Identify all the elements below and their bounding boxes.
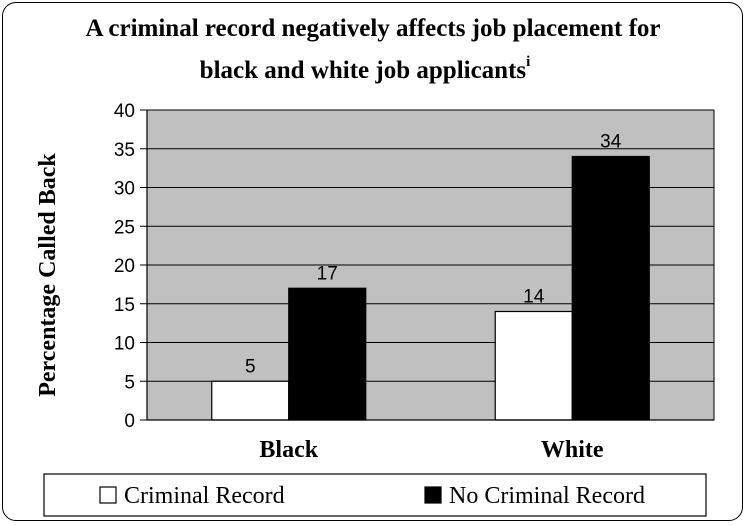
y-tick-label: 40 (114, 101, 135, 122)
y-tick-label: 10 (114, 334, 135, 355)
y-tick-label: 25 (114, 217, 135, 238)
plot-area: 0 5 10 15 20 25 30 35 40 5 17 Black 14 34 White (114, 101, 715, 463)
y-tick-label: 5 (124, 372, 135, 393)
legend-box (43, 473, 707, 517)
y-tick-label: 35 (114, 140, 135, 161)
y-axis-label: Percentage Called Back (35, 153, 61, 397)
bar-black-no-criminal-record (288, 287, 367, 421)
x-category-label: Black (259, 437, 318, 463)
bar-white-criminal-record (494, 310, 573, 421)
data-label: 14 (523, 287, 545, 308)
legend-swatch (424, 486, 442, 504)
y-tick-label: 30 (114, 179, 135, 200)
chart-title: A criminal record negatively affects job… (85, 15, 660, 42)
chart-title-line-2-text: black and white job applicants (200, 57, 527, 84)
data-label: 5 (245, 356, 256, 377)
data-label: 34 (600, 132, 622, 153)
data-label: 17 (317, 263, 338, 284)
legend-entry: No Criminal Record (449, 483, 645, 509)
legend: Criminal Record No Criminal Record (43, 473, 707, 517)
y-tick-label: 0 (124, 411, 135, 432)
legend-entry: Criminal Record (124, 483, 285, 509)
x-category-label: White (541, 437, 604, 463)
y-tick-label: 15 (114, 295, 135, 316)
bar-black-criminal-record (211, 380, 290, 421)
y-tick-label: 20 (114, 256, 135, 277)
legend-swatch (99, 486, 117, 504)
bar-white-no-criminal-record (571, 155, 650, 421)
chart-title-line-2: black and white job applicantsi (200, 54, 531, 84)
chart-title-superscript: i (526, 54, 530, 70)
